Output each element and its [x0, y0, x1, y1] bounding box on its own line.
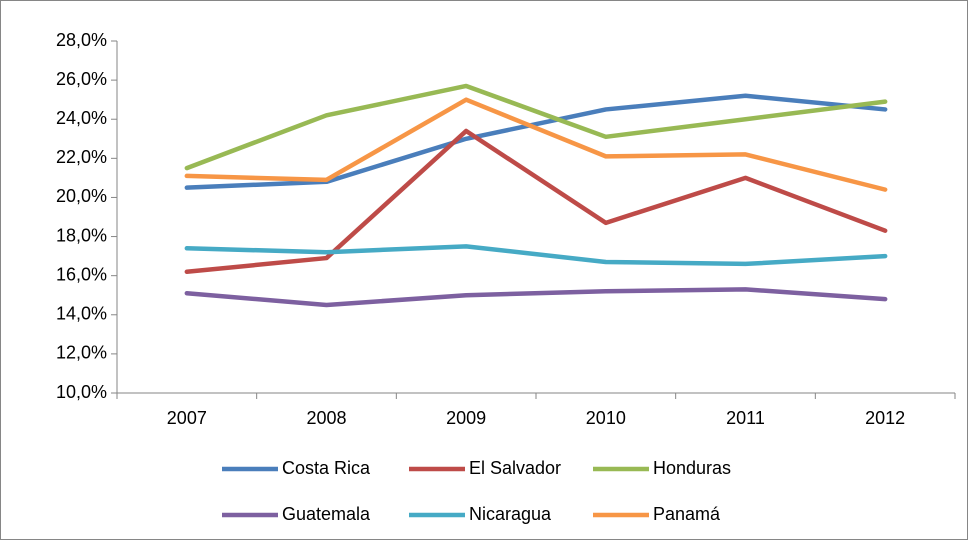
x-tick-label: 2008: [306, 408, 346, 428]
y-tick-label: 20,0%: [56, 186, 107, 206]
series-line: [184, 287, 888, 308]
y-tick-label: 14,0%: [56, 304, 107, 324]
y-tick-label: 12,0%: [56, 343, 107, 363]
x-tick-label: 2010: [586, 408, 626, 428]
legend-label: Guatemala: [282, 504, 371, 524]
y-tick-label: 22,0%: [56, 147, 107, 167]
y-tick-label: 28,0%: [56, 30, 107, 50]
legend-label: El Salvador: [469, 458, 561, 478]
y-tick-label: 16,0%: [56, 264, 107, 284]
legend-label: Nicaragua: [469, 504, 552, 524]
x-tick-label: 2012: [865, 408, 905, 428]
legend-label: Honduras: [653, 458, 731, 478]
legend-label: Panamá: [653, 504, 721, 524]
y-tick-label: 10,0%: [56, 382, 107, 402]
x-tick-label: 2009: [446, 408, 486, 428]
y-tick-label: 18,0%: [56, 225, 107, 245]
y-tick-label: 24,0%: [56, 108, 107, 128]
series-line: [184, 97, 888, 192]
series-line: [184, 83, 888, 171]
y-tick-label: 26,0%: [56, 69, 107, 89]
x-tick-label: 2007: [167, 408, 207, 428]
series-line: [184, 93, 888, 190]
legend-label: Costa Rica: [282, 458, 371, 478]
x-tick-label: 2011: [726, 408, 765, 428]
series-line: [184, 244, 888, 267]
series-line: [184, 128, 888, 275]
